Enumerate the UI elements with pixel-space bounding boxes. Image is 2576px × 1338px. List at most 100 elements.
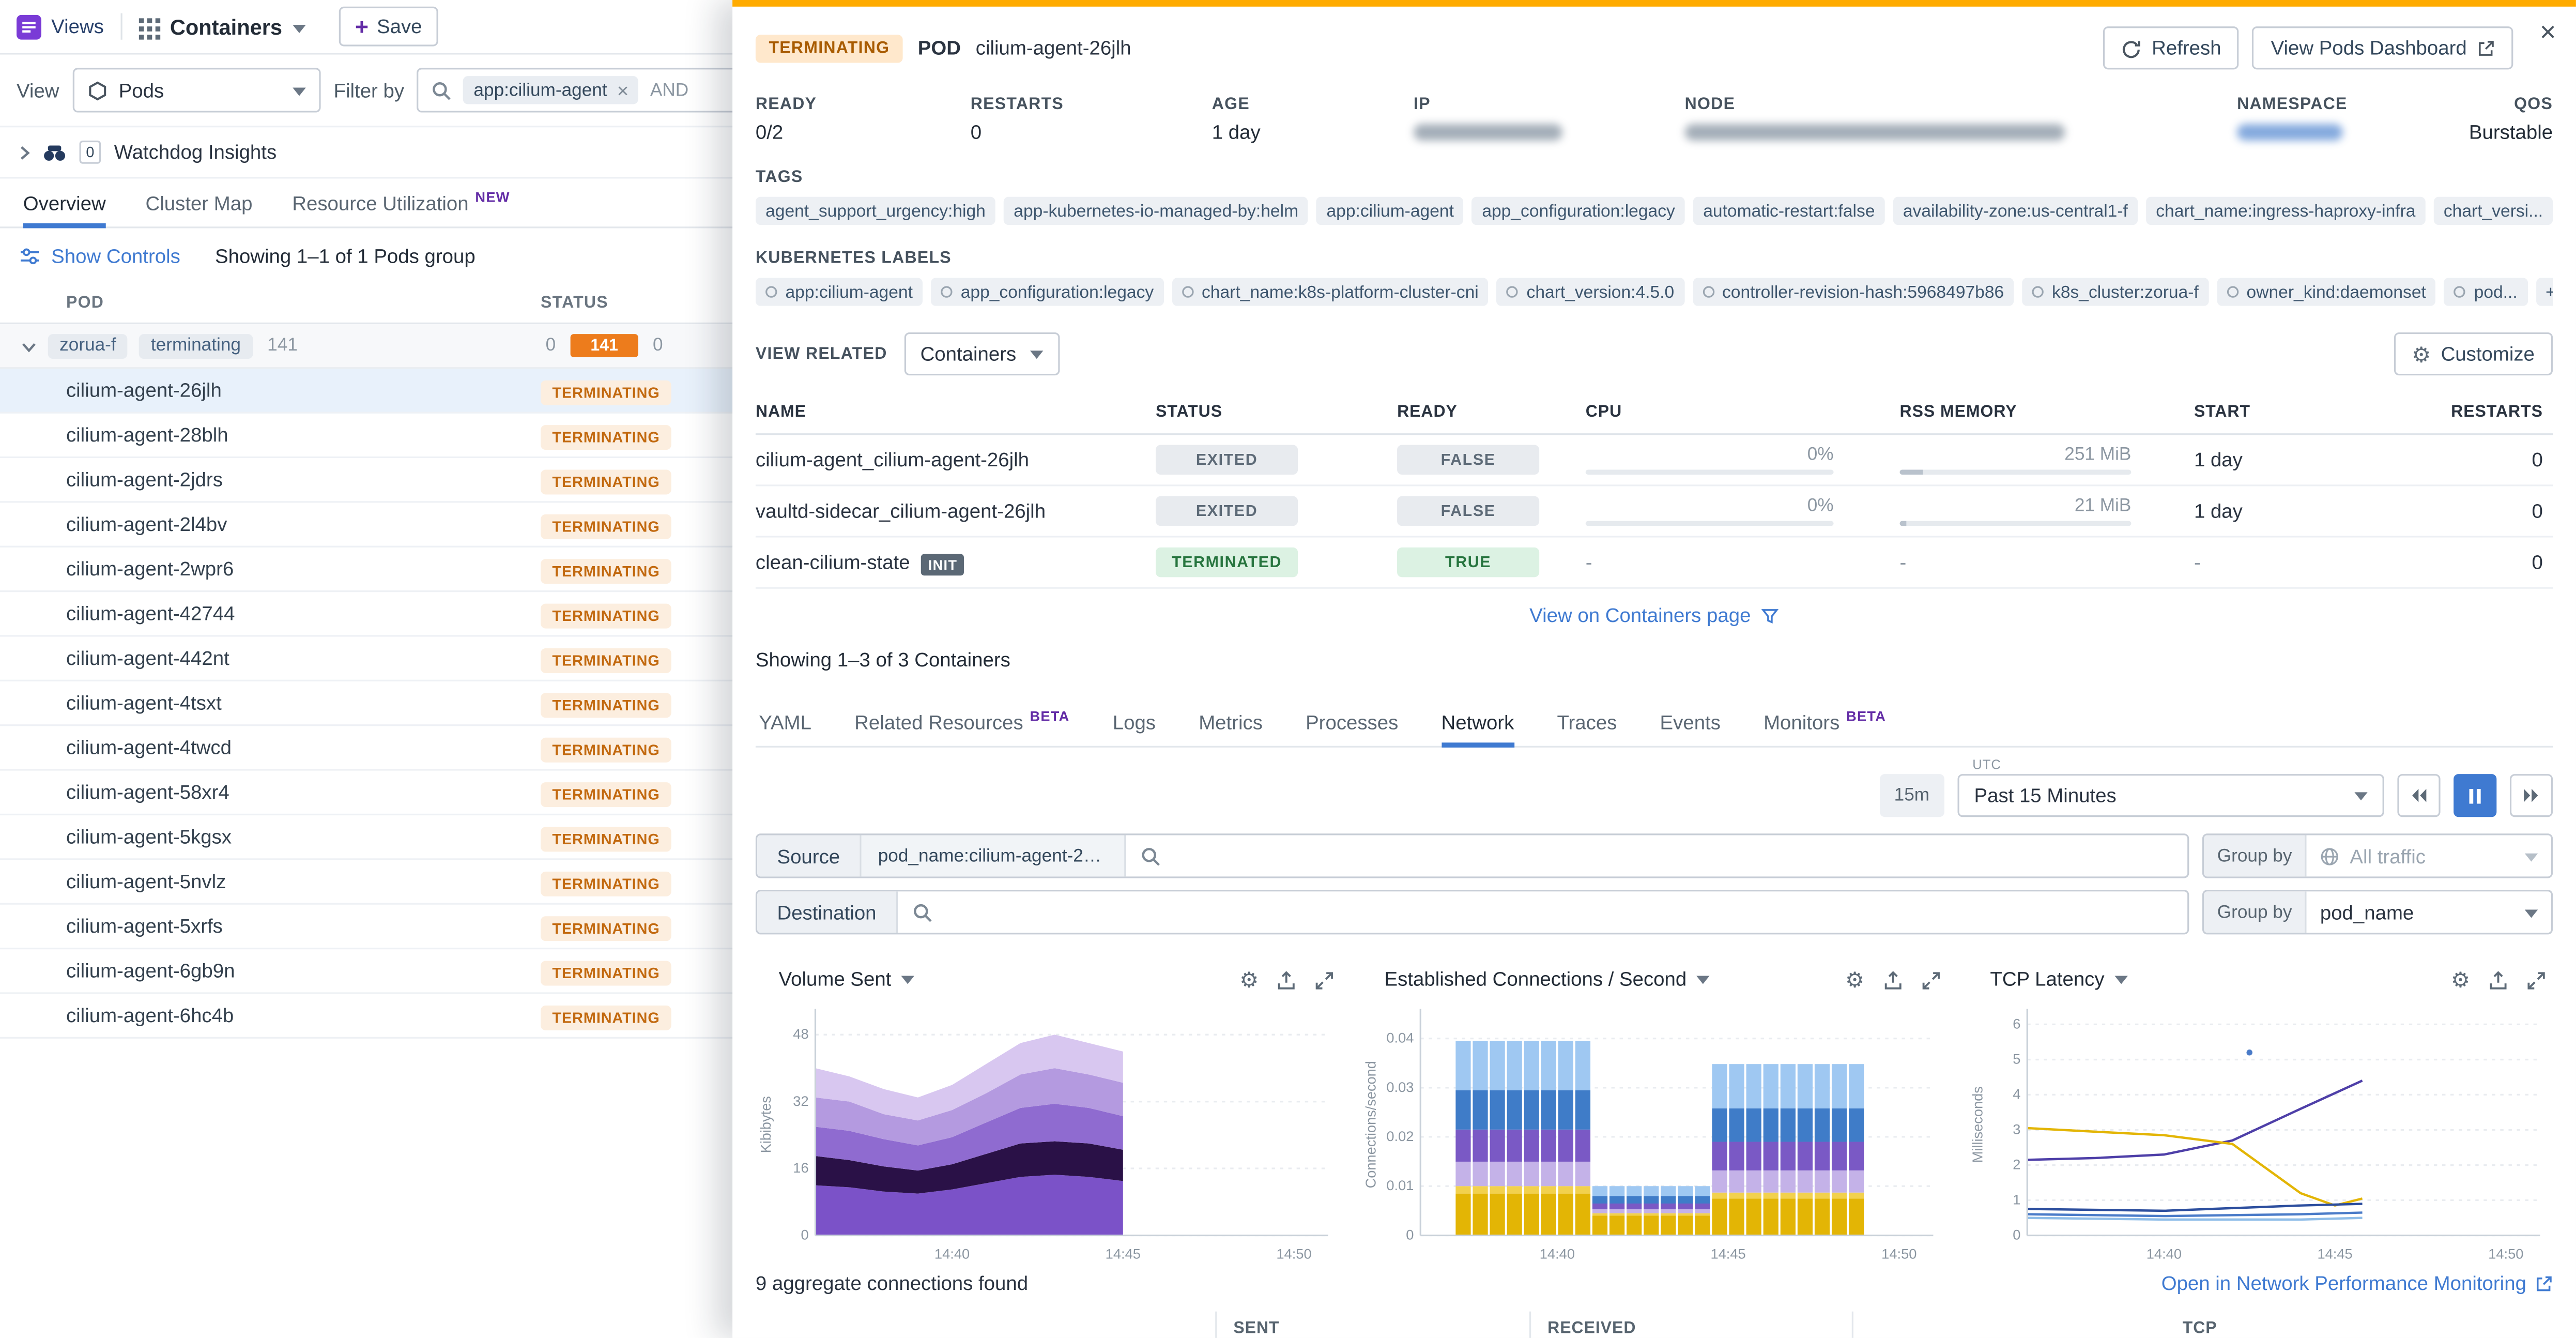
container-row[interactable]: clean-cilium-state INIT TERMINATED TRUE - - - 0 bbox=[755, 538, 2553, 589]
chevron-down-icon[interactable] bbox=[901, 967, 915, 991]
chart-plot[interactable]: 0 16 32 48 14:40 14:45 14:50 Kibibytes bbox=[756, 997, 1341, 1265]
gear-icon[interactable]: ⚙ bbox=[2450, 966, 2471, 992]
views-button[interactable]: Views bbox=[16, 14, 104, 39]
pill-text: app:cilium-agent bbox=[1326, 201, 1454, 221]
customize-button[interactable]: ⚙ Customize bbox=[2393, 332, 2553, 376]
label-pill[interactable]: app:cilium-agent bbox=[755, 278, 923, 306]
export-icon[interactable] bbox=[2488, 967, 2508, 991]
label-pill[interactable]: app_configuration:legacy bbox=[931, 278, 1164, 306]
tab-processes[interactable]: Processes bbox=[1306, 698, 1398, 746]
destination-search-input[interactable] bbox=[898, 891, 2187, 933]
filter-token[interactable]: app:cilium-agent × bbox=[464, 76, 639, 104]
source-token[interactable]: pod_name:cilium-agent-26jl... bbox=[861, 835, 1126, 877]
tab-metrics[interactable]: Metrics bbox=[1199, 698, 1263, 746]
export-icon[interactable] bbox=[1882, 967, 1902, 991]
tab-network[interactable]: Network bbox=[1441, 698, 1514, 748]
chevron-down-icon[interactable] bbox=[1696, 967, 1710, 991]
col-status[interactable]: STATUS bbox=[1156, 403, 1223, 422]
tab-yaml[interactable]: YAML bbox=[759, 698, 811, 746]
chevron-down-icon[interactable] bbox=[2114, 967, 2128, 991]
col-restarts[interactable]: RESTARTS bbox=[2451, 403, 2543, 422]
view-select[interactable]: Pods bbox=[72, 68, 320, 113]
close-icon[interactable]: × bbox=[2539, 16, 2556, 48]
tag-pill[interactable]: automatic-restart:false bbox=[1693, 196, 1885, 225]
label-pill[interactable]: chart_version:4.5.0 bbox=[1496, 278, 1684, 306]
view-on-containers-link[interactable]: View on Containers page bbox=[756, 589, 2553, 642]
show-controls-link[interactable]: Show Controls bbox=[51, 244, 180, 267]
tag-pill[interactable]: chart_versi... bbox=[2433, 196, 2553, 225]
label-pill[interactable]: pod... bbox=[2444, 278, 2527, 306]
tab-monitors[interactable]: Monitors BETA bbox=[1764, 698, 1886, 746]
tab-events[interactable]: Events bbox=[1660, 698, 1721, 746]
source-label: Source bbox=[757, 835, 862, 877]
col-pod[interactable]: POD bbox=[66, 293, 104, 312]
pod-status-badge: TERMINATING bbox=[541, 915, 672, 940]
tab-logs[interactable]: Logs bbox=[1113, 698, 1156, 746]
view-pods-dashboard-button[interactable]: View Pods Dashboard bbox=[2252, 26, 2513, 70]
ready-pill: FALSE bbox=[1397, 445, 1540, 475]
col-cpu[interactable]: CPU bbox=[1585, 403, 1622, 422]
expand-icon[interactable] bbox=[1921, 967, 1940, 991]
col-status[interactable]: STATUS bbox=[541, 293, 608, 312]
export-icon[interactable] bbox=[1277, 967, 1297, 991]
expand-icon[interactable] bbox=[2526, 967, 2546, 991]
tab-related-resources[interactable]: Related Resources BETA bbox=[854, 698, 1069, 746]
group-ready-count: 0 bbox=[545, 336, 556, 356]
expand-icon[interactable] bbox=[1315, 967, 1335, 991]
pod-name: cilium-agent-42744 bbox=[66, 602, 235, 626]
container-row[interactable]: cilium-agent_cilium-agent-26jlh EXITED FAL… bbox=[755, 435, 2553, 486]
source-search-input[interactable] bbox=[1126, 835, 2188, 876]
chart-plot[interactable]: 0 1 2 3 4 5 6 14:40 14:45 14:50 Milliseconds bbox=[1967, 997, 2553, 1265]
tag-pill[interactable]: agent_support_urgency:high bbox=[755, 196, 996, 225]
container-row[interactable]: vaultd-sidecar_cilium-agent-26jlh EXITED F… bbox=[755, 486, 2553, 538]
tag-pill[interactable]: chart_name:ingress-haproxy-infra bbox=[2146, 196, 2426, 225]
pod-status-badge: TERMINATING bbox=[541, 1005, 672, 1030]
group-cluster-chip[interactable]: zorua-f bbox=[48, 333, 128, 358]
forward-button[interactable] bbox=[2509, 774, 2553, 817]
source-group-by-select[interactable]: All traffic bbox=[2307, 835, 2551, 876]
tag-pill[interactable]: app_configuration:legacy bbox=[1472, 196, 1685, 225]
pod-status-cell: TERMINATING bbox=[541, 691, 672, 717]
tab-resource-utilization[interactable]: Resource Utilization NEW bbox=[292, 178, 510, 226]
remove-filter-icon[interactable]: × bbox=[617, 78, 629, 102]
tag-pill[interactable]: app-kubernetes-io-managed-by:helm bbox=[1004, 196, 1309, 225]
group-status-chip[interactable]: terminating bbox=[139, 333, 253, 358]
open-npm-link[interactable]: Open in Network Performance Monitoring bbox=[2161, 1272, 2553, 1295]
label-pill[interactable]: controller-revision-hash:5968497b86 bbox=[1692, 278, 2014, 306]
destination-group-by-select[interactable]: pod_name bbox=[2307, 891, 2551, 933]
rewind-button[interactable] bbox=[2397, 774, 2441, 817]
gear-icon[interactable]: ⚙ bbox=[1239, 966, 1259, 992]
col-name[interactable]: NAME bbox=[755, 403, 806, 422]
pod-status-badge: TERMINATING bbox=[541, 513, 672, 539]
tab-label: Events bbox=[1660, 710, 1721, 734]
save-button[interactable]: + Save bbox=[338, 6, 439, 47]
more-pill[interactable]: +3 bbox=[2535, 278, 2553, 306]
container-restarts-cell: 0 bbox=[2532, 551, 2543, 574]
col-rss-memory[interactable]: RSS MEMORY bbox=[1899, 403, 2017, 422]
tab-traces[interactable]: Traces bbox=[1557, 698, 1617, 746]
col-start[interactable]: START bbox=[2194, 403, 2251, 422]
label-pill[interactable]: chart_name:k8s-platform-cluster-cni bbox=[1172, 278, 1489, 306]
svg-text:48: 48 bbox=[793, 1026, 808, 1042]
tag-pill[interactable]: availability-zone:us-central1-f bbox=[1893, 196, 2138, 225]
destination-label: Destination bbox=[757, 891, 898, 933]
tag-pill[interactable]: app:cilium-agent bbox=[1316, 196, 1464, 225]
pause-button[interactable] bbox=[2454, 774, 2497, 817]
svg-text:Kibibytes: Kibibytes bbox=[758, 1096, 774, 1153]
related-select[interactable]: Containers bbox=[903, 332, 1060, 376]
chevron-down-icon bbox=[292, 79, 306, 102]
col-ready[interactable]: READY bbox=[1397, 403, 1458, 422]
refresh-button[interactable]: Refresh bbox=[2104, 26, 2240, 70]
gear-icon[interactable]: ⚙ bbox=[1845, 966, 1865, 992]
divider bbox=[120, 13, 122, 40]
label-pill[interactable]: k8s_cluster:zorua-f bbox=[2022, 278, 2209, 306]
chart-plot[interactable]: 0 0.01 0.02 0.03 0.04 14:40 14:45 14:50 Connecti… bbox=[1361, 997, 1947, 1265]
time-range-badge[interactable]: 15m bbox=[1879, 774, 1944, 817]
containers-picker[interactable]: Containers bbox=[139, 14, 305, 39]
tab-cluster-map[interactable]: Cluster Map bbox=[146, 178, 253, 226]
time-range-select[interactable]: UTC Past 15 Minutes bbox=[1957, 757, 2384, 817]
chart-card-3: TCP Latency ⚙ 0 1 2 3 4 5 6 14:40 14:45 14:50 Millis… bbox=[1967, 961, 2553, 1266]
label-pill[interactable]: owner_kind:daemonset bbox=[2216, 278, 2436, 306]
tab-overview[interactable]: Overview bbox=[23, 178, 106, 229]
